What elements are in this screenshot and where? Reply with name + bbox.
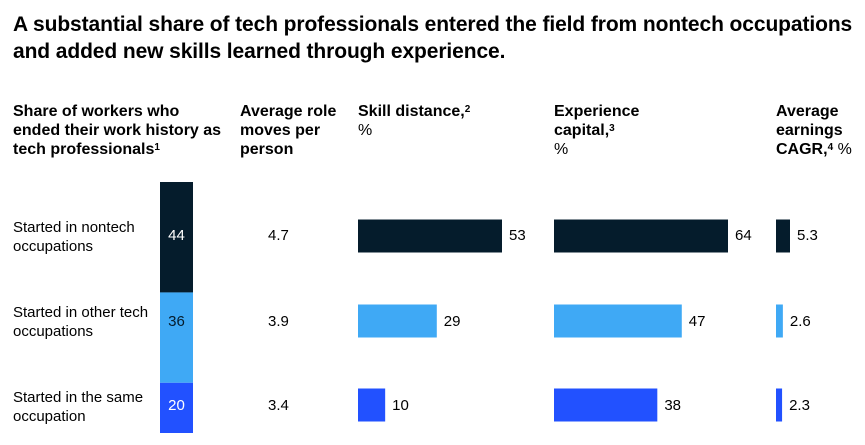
row-label-other-tech: Started in other tech occupations [13, 304, 149, 340]
header-earnings-unit: % [837, 141, 852, 158]
header-experience: Experience capital,3 % [554, 102, 674, 159]
skill-bar-nontech [358, 219, 502, 253]
experience-bar-nontech [554, 219, 728, 253]
header-experience-text: Experience capital, [554, 103, 640, 139]
share-segment-nontech [160, 182, 193, 293]
row-label-nontech: Started in nontech occupations [13, 219, 135, 255]
header-earnings-text: Average earnings CAGR, [776, 103, 843, 158]
share-segment-other-tech [160, 292, 193, 383]
header-earnings: Average earnings CAGR,4 % [776, 102, 865, 159]
experience-value-same: 38 [664, 397, 681, 414]
header-experience-footnote: 3 [609, 123, 615, 134]
header-skill-unit: % [358, 122, 373, 139]
header-share-footnote: 1 [154, 142, 160, 153]
share-segment-same [160, 382, 193, 433]
experience-bar-other-tech [554, 304, 682, 338]
skill-bar-same [358, 388, 386, 422]
earnings-value-other-tech: 2.6 [789, 313, 811, 330]
share-value-same: 20 [168, 397, 185, 414]
header-share: Share of workers who ended their work hi… [13, 102, 228, 159]
experience-bar-same [554, 388, 658, 422]
header-share-text: Share of workers who ended their work hi… [13, 103, 222, 158]
chart-title: A substantial share of tech professional… [13, 13, 853, 63]
experience-value-other-tech: 47 [688, 313, 706, 330]
moves-value-same: 3.4 [268, 397, 289, 414]
skill-value-same: 10 [392, 397, 409, 414]
header-skill: Skill distance,2 % [358, 102, 478, 140]
header-skill-text: Skill distance, [358, 103, 465, 120]
earnings-bar-same [776, 388, 783, 422]
share-value-nontech: 44 [168, 227, 185, 244]
header-moves-text: Average role moves per person [240, 103, 337, 158]
experience-value-nontech: 64 [735, 227, 752, 244]
skill-bar-other-tech [358, 304, 437, 338]
earnings-bar-other-tech [776, 304, 783, 338]
header-experience-unit: % [554, 141, 569, 158]
share-value-other-tech: 36 [168, 313, 185, 330]
skill-value-nontech: 53 [509, 227, 526, 244]
header-earnings-footnote: 4 [827, 142, 834, 153]
moves-value-nontech: 4.7 [268, 227, 289, 244]
earnings-value-nontech: 5.3 [797, 227, 818, 244]
row-label-same: Started in the same occupation [13, 389, 144, 425]
earnings-bar-nontech [776, 219, 790, 253]
skill-value-other-tech: 29 [443, 313, 461, 330]
header-moves: Average role moves per person [240, 102, 350, 159]
moves-value-other-tech: 3.9 [268, 313, 289, 330]
header-skill-footnote: 2 [464, 104, 471, 115]
earnings-value-same: 2.3 [789, 397, 810, 414]
